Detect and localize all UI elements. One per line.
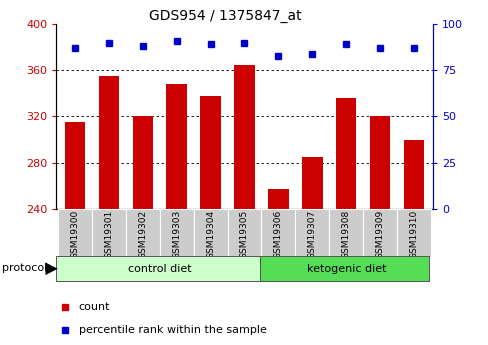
Text: GSM19300: GSM19300 [70, 210, 79, 259]
Bar [403, 139, 424, 209]
Text: GDS954 / 1375847_at: GDS954 / 1375847_at [148, 9, 301, 23]
Text: count: count [79, 303, 110, 313]
Bar [261, 209, 295, 257]
Text: GSM19303: GSM19303 [172, 210, 181, 259]
Bar [125, 209, 160, 257]
Text: GSM19306: GSM19306 [273, 210, 283, 259]
Text: GSM19309: GSM19309 [375, 210, 384, 259]
Text: control diet: control diet [128, 264, 191, 274]
Bar [302, 157, 322, 209]
Text: GSM19304: GSM19304 [205, 210, 215, 259]
Bar [64, 122, 85, 209]
Bar [259, 256, 428, 281]
Text: GSM19308: GSM19308 [341, 210, 350, 259]
Bar [160, 209, 193, 257]
Text: protocol: protocol [2, 264, 48, 273]
Bar [92, 209, 125, 257]
Bar [166, 84, 186, 209]
Bar [200, 96, 220, 209]
Text: GSM19305: GSM19305 [240, 210, 248, 259]
Text: GSM19307: GSM19307 [307, 210, 316, 259]
Bar [99, 76, 119, 209]
Bar [58, 209, 92, 257]
Text: percentile rank within the sample: percentile rank within the sample [79, 325, 266, 335]
Bar [193, 209, 227, 257]
Text: GSM19310: GSM19310 [409, 210, 418, 259]
Bar [369, 116, 389, 209]
Bar [363, 209, 396, 257]
Bar [328, 209, 363, 257]
Bar [396, 209, 430, 257]
Bar [234, 65, 254, 209]
Bar [335, 98, 356, 209]
Bar [295, 209, 328, 257]
Text: ketogenic diet: ketogenic diet [306, 264, 385, 274]
Bar [227, 209, 261, 257]
Text: GSM19302: GSM19302 [138, 210, 147, 259]
Text: GSM19301: GSM19301 [104, 210, 113, 259]
Polygon shape [45, 263, 58, 275]
Bar [56, 256, 259, 281]
Bar [132, 116, 153, 209]
Bar [268, 189, 288, 209]
